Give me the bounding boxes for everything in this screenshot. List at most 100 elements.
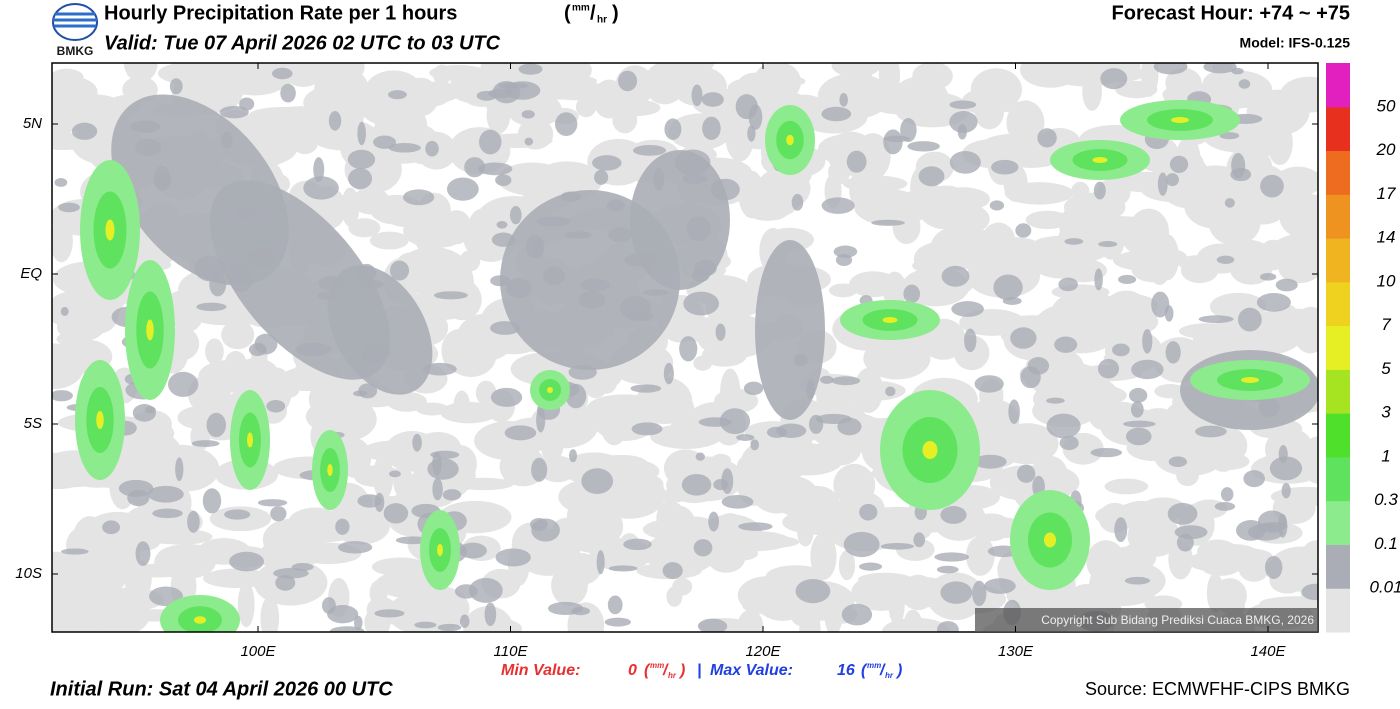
cloud-gray <box>993 274 1023 301</box>
rain-yellow <box>547 387 553 393</box>
light-rain <box>612 106 638 134</box>
cloud-gray <box>750 439 760 451</box>
cloud-gray <box>624 253 651 267</box>
light-rain <box>442 279 482 321</box>
cloud-gray <box>681 473 712 496</box>
cloud-gray <box>1165 341 1181 364</box>
light-rain <box>936 187 990 211</box>
max-value: 16 <box>837 662 855 679</box>
light-rain <box>1130 302 1155 331</box>
rain-yellow <box>786 134 794 146</box>
forecast-hour: Forecast Hour: +74 ~ +75 <box>1112 2 1350 24</box>
cloud-gray <box>821 197 855 214</box>
cloud-gray <box>1114 517 1128 543</box>
cloud-gray <box>1198 315 1234 323</box>
cloud-gray <box>1015 223 1032 238</box>
cloud-gray <box>412 433 422 452</box>
lon-label: 130E <box>998 643 1034 660</box>
light-rain <box>842 175 908 192</box>
cloud-gray <box>1281 482 1291 499</box>
cloud-gray <box>691 84 703 107</box>
cloud-gray <box>1046 413 1081 439</box>
lat-label: 5S <box>24 415 42 432</box>
unit-open: ( <box>644 662 651 679</box>
light-rain <box>52 68 84 87</box>
cloud-gray <box>679 336 698 362</box>
cloud-gray <box>596 550 605 575</box>
cloud-gray <box>191 440 220 447</box>
light-rain <box>1206 573 1224 613</box>
cloud-gray <box>388 90 407 100</box>
cloud-gray <box>1275 278 1298 292</box>
cloud-gray <box>60 306 69 316</box>
cloud-gray <box>1059 435 1079 451</box>
cloud-gray <box>1130 401 1144 418</box>
cloud-gray <box>578 290 606 309</box>
unit-close: ) <box>895 662 902 679</box>
unit-close: ) <box>678 662 685 679</box>
cloud-gray <box>388 143 421 153</box>
light-rain <box>386 391 428 412</box>
cloud-gray <box>337 541 373 554</box>
cloud-gray <box>206 412 227 438</box>
cloud-gray <box>683 291 720 316</box>
cloud-gray <box>973 454 1007 469</box>
cloud-gray <box>168 371 199 397</box>
light-rain <box>636 377 693 425</box>
cloud-gray <box>693 539 713 557</box>
light-rain <box>369 231 409 250</box>
cloud-gray <box>464 157 485 178</box>
light-rain <box>1176 465 1199 487</box>
cloud-gray <box>317 291 338 300</box>
cloud-gray <box>531 457 548 482</box>
light-rain <box>168 289 205 333</box>
cloud-gray <box>1224 198 1235 208</box>
cloud-gray <box>196 302 227 312</box>
cloud-gray <box>524 137 534 146</box>
cloud-gray <box>608 227 633 243</box>
light-rain <box>389 215 444 228</box>
cloud-gray <box>697 618 728 632</box>
cloud-gray <box>913 532 926 548</box>
rain-yellow <box>1171 117 1189 123</box>
colorbar-band <box>1326 194 1350 239</box>
cloud-gray <box>547 601 584 616</box>
cloud-gray <box>713 478 729 491</box>
cloud-gray <box>833 245 858 258</box>
light-rain <box>435 590 468 625</box>
cloud-gray <box>843 531 880 558</box>
cloud-gray <box>604 617 631 627</box>
light-rain <box>965 535 995 576</box>
cloud-gray <box>58 202 80 213</box>
cloud-gray <box>735 94 758 120</box>
cloud-gray <box>630 384 662 393</box>
light-rain <box>1104 478 1149 495</box>
cloud-gray <box>130 120 161 133</box>
cloud-gray <box>766 426 788 438</box>
light-rain <box>1141 63 1159 97</box>
cloud-gray <box>446 177 479 201</box>
cloud-gray <box>518 63 543 75</box>
colorbar-band <box>1326 281 1350 327</box>
cloud-gray <box>1256 292 1291 312</box>
light-rain <box>237 582 255 628</box>
map-frame <box>51 62 1319 633</box>
light-rain <box>1001 315 1067 329</box>
copyright-box <box>975 608 1318 632</box>
colorbar-label: 3 <box>1381 403 1391 422</box>
cloud-gray <box>135 138 162 156</box>
light-rain <box>429 64 488 81</box>
light-rain <box>527 359 547 372</box>
light-rain <box>348 218 381 238</box>
colorbar-band <box>1326 63 1350 108</box>
cloud-gray <box>608 565 638 572</box>
cloud-gray <box>437 623 462 632</box>
unit-num: mm <box>650 661 664 670</box>
cloud-gray <box>565 383 587 409</box>
separator: | <box>697 662 701 679</box>
light-rain <box>362 440 433 463</box>
light-rain <box>1206 544 1263 572</box>
colorbar-label: 5 <box>1381 359 1391 378</box>
cloud-gray <box>710 178 740 201</box>
light-rain <box>656 500 686 535</box>
